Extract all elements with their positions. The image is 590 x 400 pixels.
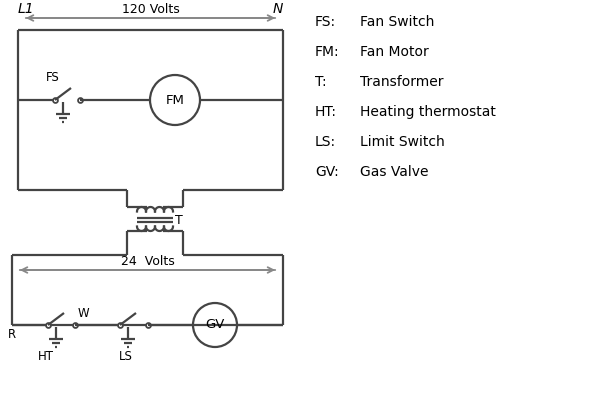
Text: LS: LS bbox=[119, 350, 133, 363]
Text: LS:: LS: bbox=[315, 135, 336, 149]
Text: N: N bbox=[273, 2, 283, 16]
Text: Fan Motor: Fan Motor bbox=[360, 45, 429, 59]
Text: FM:: FM: bbox=[315, 45, 340, 59]
Text: FM: FM bbox=[166, 94, 185, 106]
Text: FS:: FS: bbox=[315, 15, 336, 29]
Text: 120 Volts: 120 Volts bbox=[122, 3, 179, 16]
Text: FS: FS bbox=[46, 71, 60, 84]
Text: Transformer: Transformer bbox=[360, 75, 444, 89]
Text: Limit Switch: Limit Switch bbox=[360, 135, 445, 149]
Text: Gas Valve: Gas Valve bbox=[360, 165, 428, 179]
Text: GV:: GV: bbox=[315, 165, 339, 179]
Text: Heating thermostat: Heating thermostat bbox=[360, 105, 496, 119]
Text: T:: T: bbox=[315, 75, 327, 89]
Text: 24  Volts: 24 Volts bbox=[120, 255, 175, 268]
Text: T: T bbox=[175, 214, 183, 226]
Text: Fan Switch: Fan Switch bbox=[360, 15, 434, 29]
Text: HT: HT bbox=[38, 350, 54, 363]
Text: HT:: HT: bbox=[315, 105, 337, 119]
Text: W: W bbox=[78, 307, 90, 320]
Text: R: R bbox=[8, 328, 16, 341]
Text: L1: L1 bbox=[18, 2, 35, 16]
Text: GV: GV bbox=[205, 318, 225, 332]
